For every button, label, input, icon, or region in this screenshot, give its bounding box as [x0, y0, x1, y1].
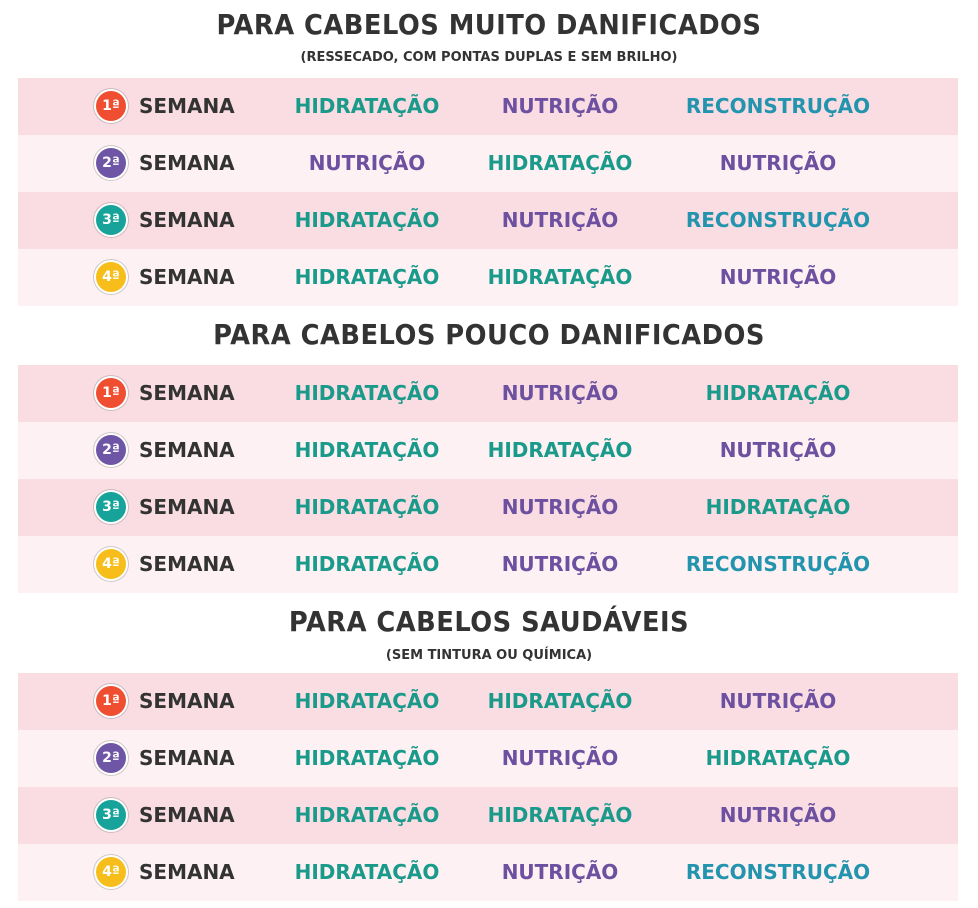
week-number-badge: 1ª	[96, 686, 126, 716]
treatment-cell: NUTRIÇÃO	[719, 265, 837, 289]
table-row: 2ª SEMANA HIDRATAÇÃO HIDRATAÇÃO NUTRIÇÃO	[18, 422, 958, 479]
treatment-cell: RECONSTRUÇÃO	[685, 552, 871, 576]
section-subtitle: (RESSECADO, COM PONTAS DUPLAS E SEM BRIL…	[300, 50, 678, 65]
week-label: SEMANA	[139, 746, 235, 770]
treatment-cell: HIDRATAÇÃO	[294, 803, 440, 827]
treatment-cell: HIDRATAÇÃO	[294, 381, 440, 405]
treatment-cell: RECONSTRUÇÃO	[685, 860, 871, 884]
week-number-badge: 2ª	[96, 435, 126, 465]
week-number-badge: 1ª	[96, 378, 126, 408]
treatment-cell: HIDRATAÇÃO	[294, 265, 440, 289]
treatment-cell: HIDRATAÇÃO	[487, 265, 633, 289]
table-row: 1ª SEMANA HIDRATAÇÃO NUTRIÇÃO RECONSTRUÇÃO	[18, 78, 958, 135]
table-row: 3ª SEMANA HIDRATAÇÃO NUTRIÇÃO RECONSTRUÇÃO	[18, 192, 958, 249]
week-label: SEMANA	[139, 151, 235, 175]
treatment-cell: NUTRIÇÃO	[501, 860, 619, 884]
table-row: 2ª SEMANA HIDRATAÇÃO NUTRIÇÃO HIDRATAÇÃO	[18, 730, 958, 787]
treatment-cell: HIDRATAÇÃO	[294, 208, 440, 232]
week-number-badge: 2ª	[96, 743, 126, 773]
treatment-cell: HIDRATAÇÃO	[294, 689, 440, 713]
week-number-badge: 3ª	[96, 205, 126, 235]
treatment-cell: RECONSTRUÇÃO	[685, 94, 871, 118]
treatment-cell: NUTRIÇÃO	[719, 689, 837, 713]
week-label: SEMANA	[139, 495, 235, 519]
week-number-badge: 4ª	[96, 262, 126, 292]
section-title: PARA CABELOS POUCO DANIFICADOS	[213, 318, 765, 351]
week-number-badge: 2ª	[96, 148, 126, 178]
treatment-cell: HIDRATAÇÃO	[487, 438, 633, 462]
week-label: SEMANA	[139, 860, 235, 884]
section-title: PARA CABELOS SAUDÁVEIS	[288, 605, 690, 638]
table-row: 2ª SEMANA NUTRIÇÃO HIDRATAÇÃO NUTRIÇÃO	[18, 135, 958, 192]
treatment-cell: HIDRATAÇÃO	[294, 860, 440, 884]
section-subtitle: (SEM TINTURA OU QUÍMICA)	[385, 648, 593, 663]
treatment-cell: HIDRATAÇÃO	[487, 689, 633, 713]
treatment-cell: HIDRATAÇÃO	[294, 746, 440, 770]
treatment-cell: NUTRIÇÃO	[719, 803, 837, 827]
treatment-cell: NUTRIÇÃO	[501, 746, 619, 770]
treatment-cell: NUTRIÇÃO	[501, 208, 619, 232]
week-number-badge: 1ª	[96, 91, 126, 121]
treatment-cell: HIDRATAÇÃO	[705, 746, 851, 770]
table-row: 4ª SEMANA HIDRATAÇÃO NUTRIÇÃO RECONSTRUÇÃO	[18, 536, 958, 593]
treatment-cell: HIDRATAÇÃO	[487, 151, 633, 175]
treatment-cell: HIDRATAÇÃO	[705, 381, 851, 405]
treatment-cell: HIDRATAÇÃO	[294, 94, 440, 118]
week-label: SEMANA	[139, 552, 235, 576]
week-number-badge: 4ª	[96, 857, 126, 887]
table-row: 1ª SEMANA HIDRATAÇÃO HIDRATAÇÃO NUTRIÇÃO	[18, 673, 958, 730]
week-label: SEMANA	[139, 265, 235, 289]
week-number-badge: 3ª	[96, 492, 126, 522]
treatment-cell: NUTRIÇÃO	[501, 94, 619, 118]
treatment-cell: RECONSTRUÇÃO	[685, 208, 871, 232]
treatment-cell: HIDRATAÇÃO	[294, 495, 440, 519]
treatment-cell: HIDRATAÇÃO	[487, 803, 633, 827]
treatment-cell: NUTRIÇÃO	[501, 552, 619, 576]
week-label: SEMANA	[139, 803, 235, 827]
schedule-table: 1ª SEMANA HIDRATAÇÃO HIDRATAÇÃO NUTRIÇÃO 2ª SE…	[18, 673, 958, 901]
treatment-cell: NUTRIÇÃO	[719, 151, 837, 175]
treatment-cell: HIDRATAÇÃO	[294, 552, 440, 576]
treatment-cell: HIDRATAÇÃO	[294, 438, 440, 462]
treatment-cell: NUTRIÇÃO	[501, 381, 619, 405]
table-row: 3ª SEMANA HIDRATAÇÃO HIDRATAÇÃO NUTRIÇÃO	[18, 787, 958, 844]
schedule-table: 1ª SEMANA HIDRATAÇÃO NUTRIÇÃO RECONSTRUÇÃO 2ª…	[18, 78, 958, 306]
section-title: PARA CABELOS MUITO DANIFICADOS	[216, 8, 762, 41]
treatment-cell: HIDRATAÇÃO	[705, 495, 851, 519]
week-label: SEMANA	[139, 381, 235, 405]
week-label: SEMANA	[139, 438, 235, 462]
treatment-cell: NUTRIÇÃO	[501, 495, 619, 519]
week-number-badge: 4ª	[96, 549, 126, 579]
table-row: 4ª SEMANA HIDRATAÇÃO HIDRATAÇÃO NUTRIÇÃO	[18, 249, 958, 306]
week-label: SEMANA	[139, 208, 235, 232]
week-number-badge: 3ª	[96, 800, 126, 830]
table-row: 1ª SEMANA HIDRATAÇÃO NUTRIÇÃO HIDRATAÇÃO	[18, 365, 958, 422]
treatment-cell: NUTRIÇÃO	[308, 151, 426, 175]
schedule-table: 1ª SEMANA HIDRATAÇÃO NUTRIÇÃO HIDRATAÇÃO 2ª SE…	[18, 365, 958, 593]
week-label: SEMANA	[139, 689, 235, 713]
week-label: SEMANA	[139, 94, 235, 118]
treatment-cell: NUTRIÇÃO	[719, 438, 837, 462]
table-row: 4ª SEMANA HIDRATAÇÃO NUTRIÇÃO RECONSTRUÇÃO	[18, 844, 958, 901]
table-row: 3ª SEMANA HIDRATAÇÃO NUTRIÇÃO HIDRATAÇÃO	[18, 479, 958, 536]
